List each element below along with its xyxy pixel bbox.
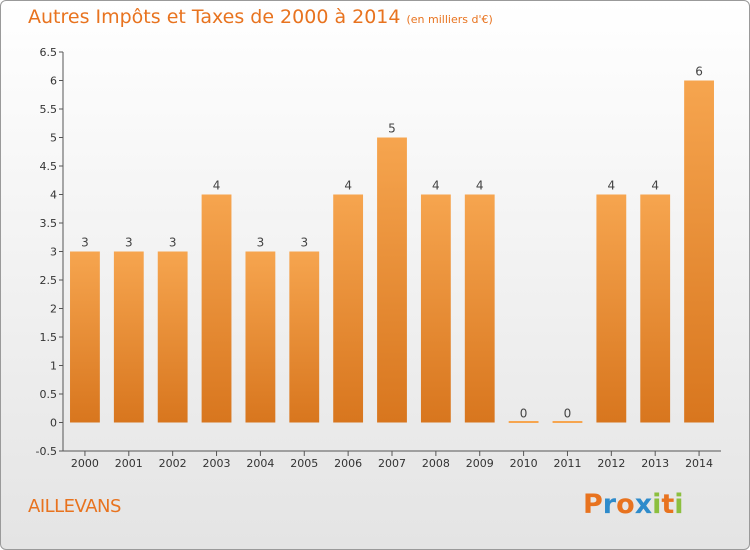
y-tick-label: 2: [50, 303, 57, 316]
bar-value-label: 4: [432, 179, 440, 193]
bar: [245, 251, 276, 423]
bar: [420, 194, 451, 423]
bar: [684, 80, 714, 423]
logo-letter: t: [661, 489, 675, 520]
bar-value-label: 3: [81, 236, 89, 250]
logo-letter: P: [583, 489, 603, 520]
bar-value-label: 4: [476, 179, 484, 193]
y-tick-label: 5: [50, 132, 57, 145]
bar-value-label: 4: [651, 179, 659, 193]
bar: [640, 194, 671, 423]
x-tick-label: 2013: [641, 457, 669, 470]
logo-letter: r: [602, 489, 617, 520]
x-tick-label: 2014: [685, 457, 713, 470]
y-tick-label: 5.5: [40, 103, 58, 116]
bar-value-label: 3: [169, 236, 177, 250]
y-tick-label: 2.5: [40, 274, 58, 287]
x-tick-label: 2011: [553, 457, 581, 470]
x-tick-label: 2010: [510, 457, 538, 470]
x-tick-label: 2000: [71, 457, 99, 470]
y-tick-label: 4.5: [40, 160, 58, 173]
bar: [596, 194, 627, 423]
bar: [552, 421, 583, 423]
y-tick-label: 6.5: [40, 46, 58, 59]
x-tick-label: 2003: [203, 457, 231, 470]
title-unit: (en milliers d'€): [406, 13, 493, 26]
logo-letter: x: [634, 489, 653, 520]
y-tick-label: 3.5: [40, 217, 58, 230]
chart-title: Autres Impôts et Taxes de 2000 à 2014 (en…: [28, 6, 493, 28]
y-tick-label: 1: [50, 360, 57, 373]
y-tick-label: 6: [50, 75, 57, 88]
x-tick-label: 2007: [378, 457, 406, 470]
bar: [333, 194, 364, 423]
x-tick-label: 2008: [422, 457, 450, 470]
y-tick-label: 3: [50, 246, 57, 259]
bar: [464, 194, 495, 423]
bar: [70, 251, 100, 423]
x-tick-label: 2012: [597, 457, 625, 470]
bar: [289, 251, 320, 423]
title-text: Autres Impôts et Taxes de 2000 à 2014: [28, 6, 401, 28]
bar-value-label: 3: [125, 236, 133, 250]
bar-value-label: 3: [257, 236, 265, 250]
bar: [157, 251, 188, 423]
logo-letter: o: [616, 489, 635, 520]
y-tick-label: 0.5: [40, 388, 58, 401]
bar-value-label: 5: [388, 122, 396, 136]
logo-letter: i: [674, 489, 684, 520]
bar-value-label: 3: [300, 236, 308, 250]
x-tick-label: 2004: [246, 457, 274, 470]
x-tick-label: 2005: [290, 457, 318, 470]
y-tick-label: 0: [50, 417, 57, 430]
y-tick-label: 1.5: [40, 331, 58, 344]
proxiti-logo: Proxiti: [583, 489, 684, 520]
bar-value-label: 4: [344, 179, 352, 193]
x-tick-label: 2006: [334, 457, 362, 470]
bar: [201, 194, 232, 423]
bar-value-label: 4: [608, 179, 616, 193]
y-tick-label: -0.5: [36, 445, 57, 458]
bar: [377, 137, 407, 423]
bar-value-label: 6: [695, 65, 703, 79]
bar-value-label: 4: [213, 179, 221, 193]
bar: [113, 251, 144, 423]
x-tick-label: 2002: [159, 457, 187, 470]
bar-value-label: 0: [564, 407, 572, 421]
bar: [508, 421, 539, 423]
logo-letter: i: [652, 489, 662, 520]
x-tick-label: 2001: [115, 457, 143, 470]
y-tick-label: 4: [50, 189, 57, 202]
commune-name: AILLEVANS: [28, 496, 121, 517]
bar-value-label: 0: [520, 407, 528, 421]
x-tick-label: 2009: [466, 457, 494, 470]
